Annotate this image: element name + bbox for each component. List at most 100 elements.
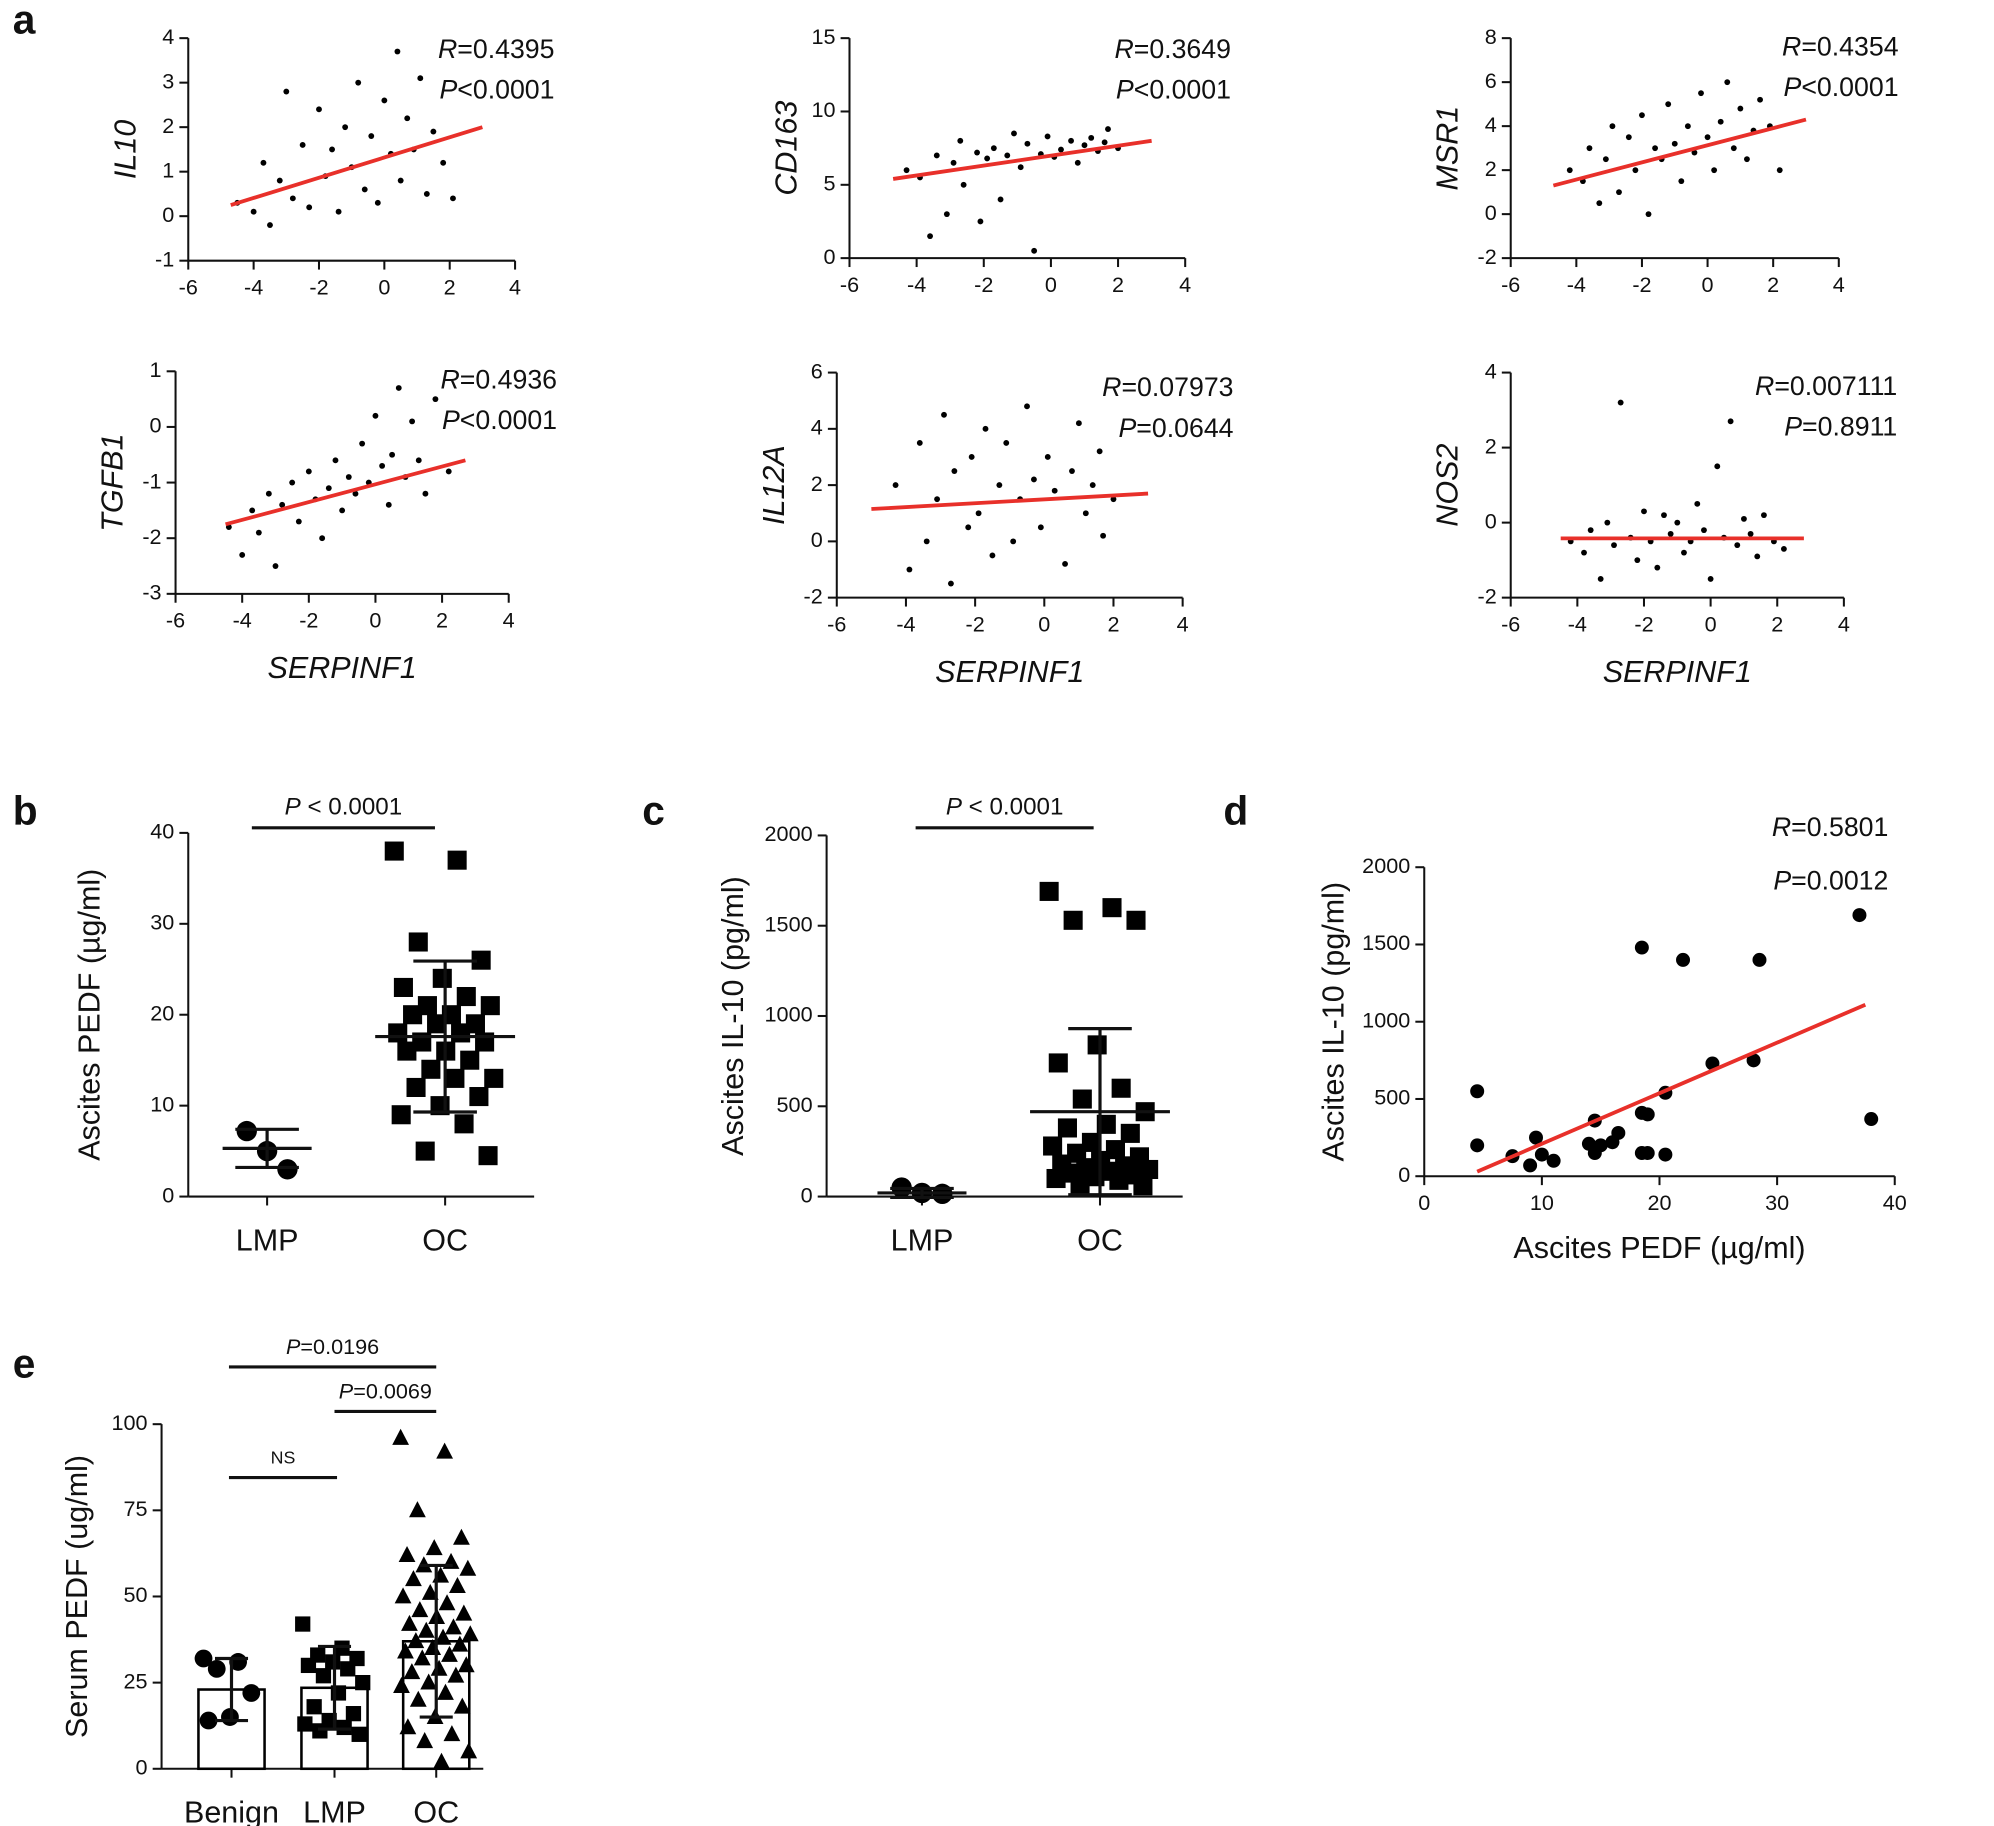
- point: [934, 496, 941, 503]
- point: [1031, 476, 1037, 483]
- y-tick-label: 2: [1485, 156, 1497, 181]
- y-tick-label: -2: [1478, 244, 1497, 269]
- point: [359, 440, 366, 447]
- point: [1011, 130, 1017, 137]
- point: [249, 507, 256, 514]
- y-tick-label: 1500: [765, 911, 813, 936]
- point: [306, 204, 313, 211]
- point: [405, 1570, 422, 1587]
- y-tick-label: 30: [150, 910, 174, 935]
- stat-value: =0.4936: [460, 365, 557, 395]
- y-axis-label: Serum PEDF (ug/ml): [60, 1455, 94, 1738]
- point: [1616, 189, 1622, 196]
- point: [409, 418, 416, 425]
- x-tick-label: 4: [509, 274, 521, 299]
- point: [368, 133, 375, 139]
- point: [1523, 1158, 1538, 1173]
- point: [1691, 149, 1698, 156]
- stat-value: =0.07973: [1121, 372, 1233, 402]
- y-tick-label: -2: [804, 583, 823, 608]
- point: [1581, 549, 1587, 556]
- x-tick-label: OC: [413, 1796, 459, 1826]
- point: [1741, 515, 1747, 522]
- x-tick-label: 0: [1702, 272, 1714, 297]
- point: [432, 396, 439, 403]
- point: [438, 1594, 456, 1611]
- point: [355, 1674, 371, 1691]
- y-tick-label: 4: [162, 24, 174, 49]
- stat: P=0.8911: [1784, 412, 1897, 442]
- point: [421, 1583, 439, 1600]
- point: [471, 950, 491, 970]
- point: [1105, 1140, 1125, 1160]
- point: [1087, 1035, 1107, 1055]
- point: [1111, 1078, 1131, 1098]
- point: [325, 485, 332, 492]
- stat-symbol: P: [439, 75, 457, 105]
- point: [1717, 118, 1724, 125]
- stat: P<0.0001: [1784, 72, 1899, 102]
- point: [943, 211, 950, 218]
- significance-symbol: P: [285, 794, 301, 821]
- point: [1043, 1136, 1063, 1156]
- y-tick-label: 4: [811, 415, 823, 440]
- panel-letter: a: [13, 0, 36, 43]
- stat-value: =0.007111: [1774, 371, 1897, 401]
- point: [469, 1087, 489, 1107]
- x-tick-label: -4: [1568, 611, 1587, 636]
- point: [339, 507, 346, 514]
- point: [1089, 482, 1096, 489]
- stat-value: =0.0012: [1791, 866, 1888, 896]
- point: [1081, 142, 1088, 149]
- point: [1752, 952, 1767, 967]
- y-tick-label: 1: [162, 157, 174, 182]
- point: [1734, 542, 1741, 549]
- fit-line: [225, 458, 466, 527]
- x-tick-label: 0: [1038, 611, 1050, 636]
- point: [454, 1114, 474, 1134]
- point: [433, 1752, 450, 1769]
- point: [436, 1442, 454, 1459]
- point: [1611, 542, 1617, 549]
- point: [1684, 123, 1691, 130]
- x-tick-label: 30: [1765, 1190, 1789, 1215]
- point: [461, 1625, 479, 1642]
- point: [1120, 1123, 1140, 1143]
- point: [459, 1559, 477, 1576]
- panel: b 0 10 20 30 40 Ascites PEDF (µg/ml) LMP OC P < 0…: [13, 788, 535, 1257]
- point: [975, 510, 982, 517]
- significance-value: =0.0196: [300, 1334, 379, 1359]
- stat-value: <0.0001: [460, 405, 557, 435]
- x-tick-label: -6: [840, 272, 859, 297]
- point: [394, 1587, 412, 1604]
- stat-value: =0.4395: [457, 34, 554, 64]
- significance-label: P=0.0069: [339, 1378, 432, 1403]
- point: [289, 195, 296, 202]
- stat-symbol: P: [1784, 412, 1802, 442]
- point: [480, 996, 500, 1016]
- panel: c 0 500 1000 1500 2000 Ascites IL-10 (pg/ml) LM…: [642, 788, 1183, 1257]
- point: [397, 177, 404, 184]
- stat-value: <0.0001: [457, 75, 554, 105]
- point: [445, 1068, 465, 1088]
- y-axis-label: Ascites PEDF (µg/ml): [73, 869, 107, 1161]
- y-tick-label: 10: [150, 1091, 174, 1116]
- point: [1046, 1168, 1066, 1189]
- x-axis-label: SERPINF1: [1603, 655, 1752, 689]
- point: [319, 535, 326, 542]
- stat: R=0.07973: [1102, 372, 1233, 402]
- point: [416, 1732, 434, 1749]
- point: [1640, 1146, 1655, 1161]
- point: [447, 850, 467, 870]
- y-tick-label: 2000: [1362, 853, 1410, 878]
- point: [236, 1120, 257, 1142]
- point: [1674, 519, 1681, 526]
- point: [1139, 1159, 1159, 1180]
- point: [1625, 134, 1632, 141]
- significance-value: =0.0069: [353, 1378, 432, 1403]
- y-tick-label: 0: [1485, 200, 1497, 225]
- point: [1609, 123, 1616, 130]
- point: [417, 1621, 435, 1638]
- point: [923, 538, 930, 545]
- y-tick-label: 4: [1485, 112, 1497, 137]
